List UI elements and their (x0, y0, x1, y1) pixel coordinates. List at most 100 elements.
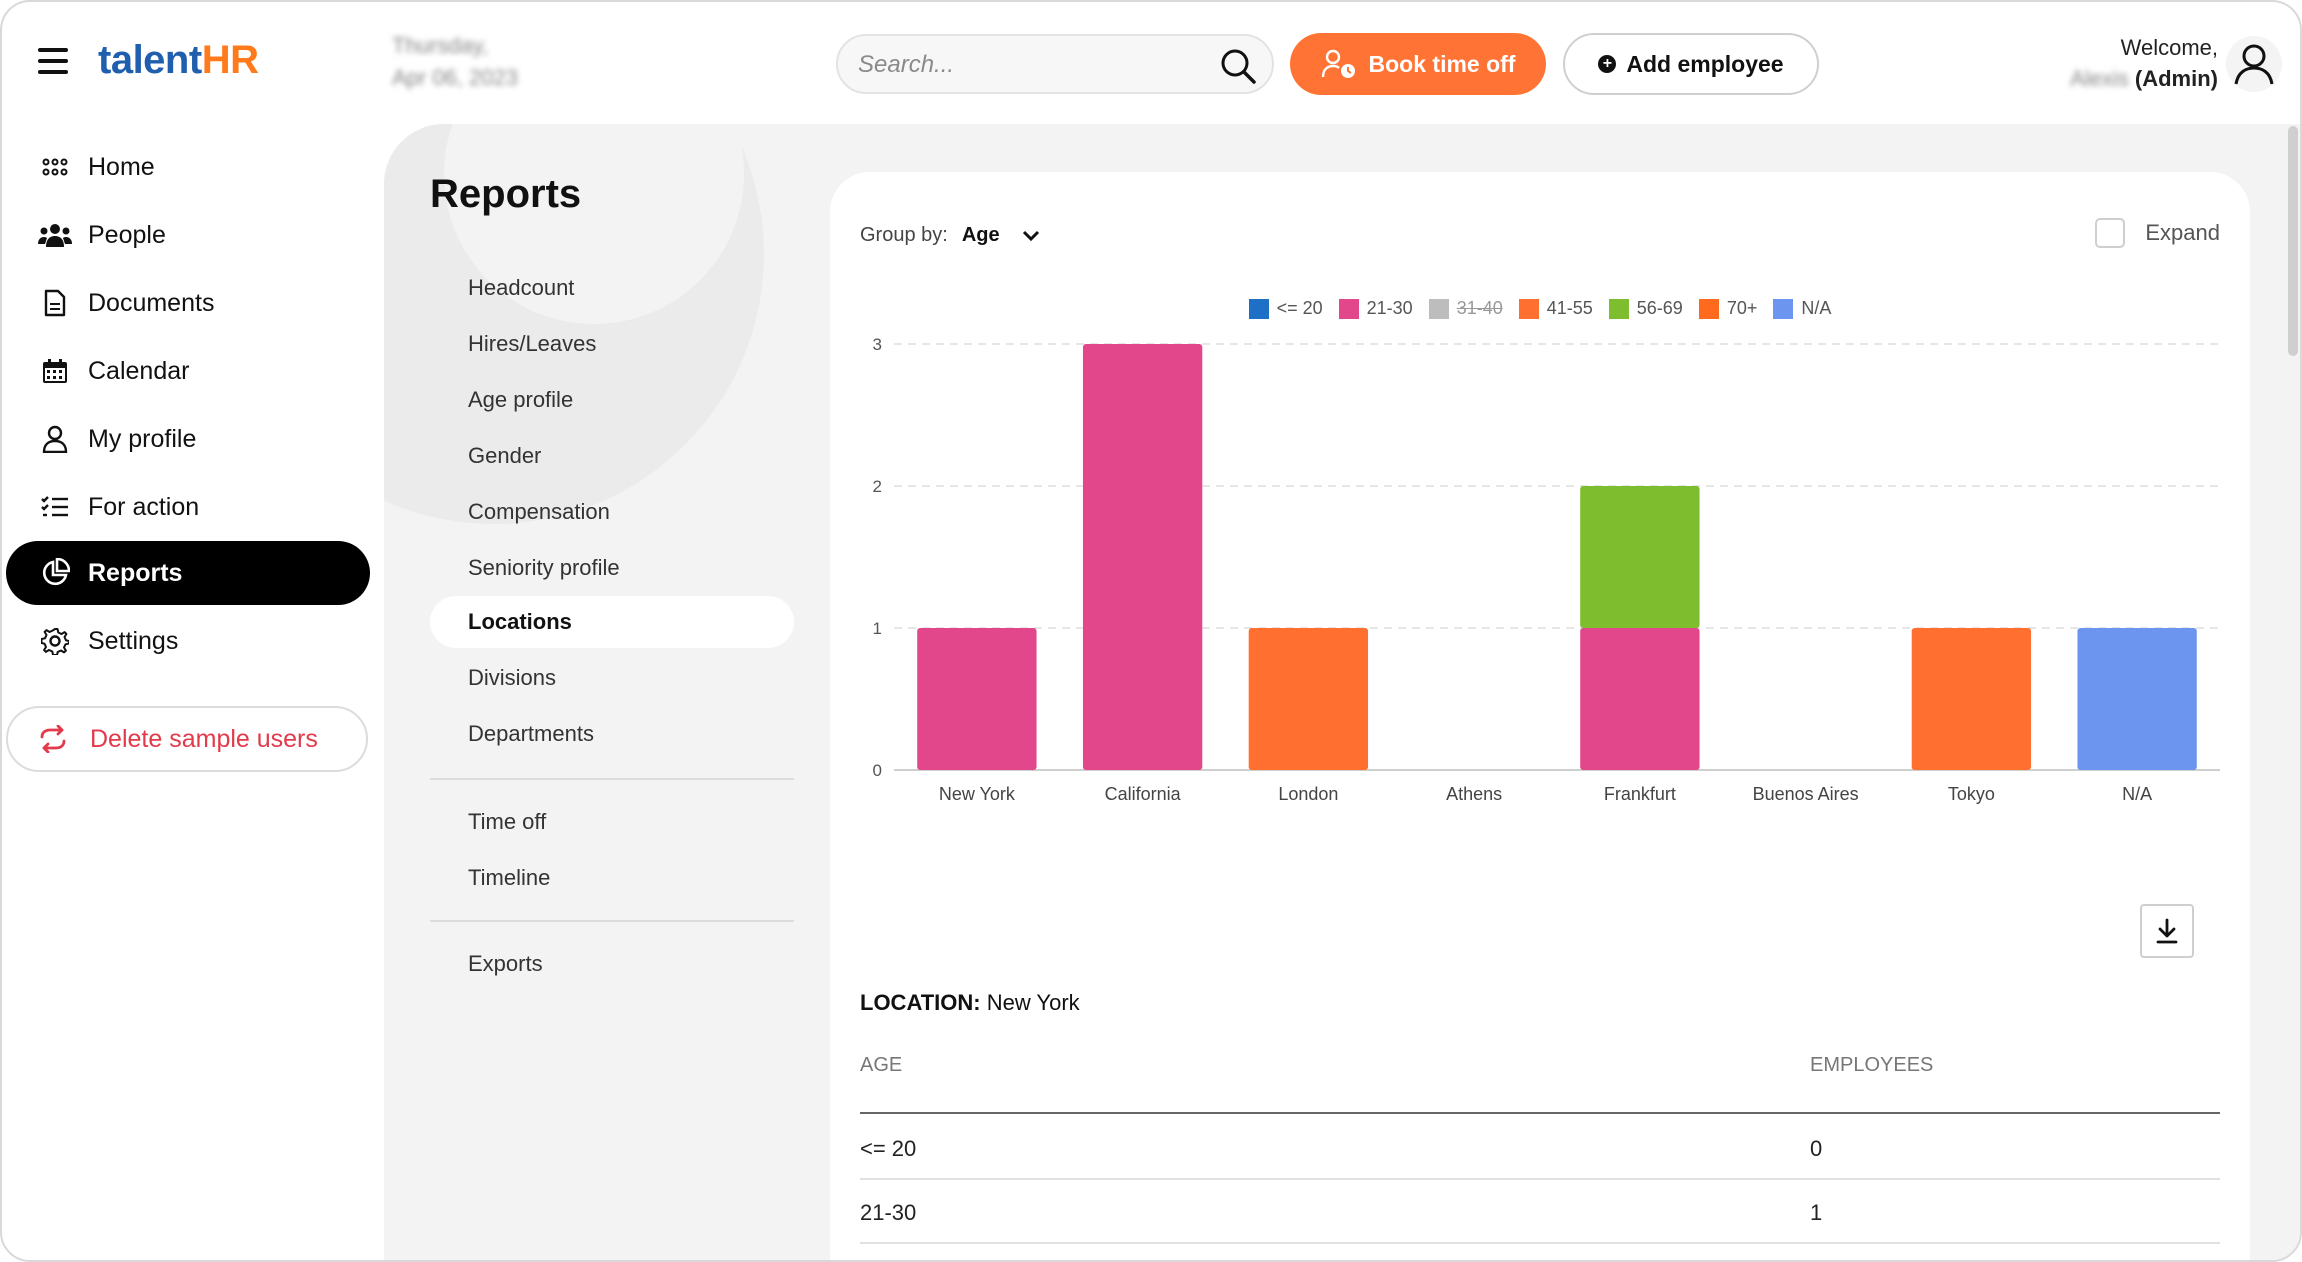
bar-segment (1248, 628, 1369, 770)
legend-label: 31-40 (1456, 298, 1503, 318)
report-nav-label: Gender (468, 443, 542, 468)
calendar-icon (43, 359, 67, 383)
add-employee-label: Add employee (1626, 50, 1784, 77)
pie-chart-icon (42, 558, 70, 586)
report-nav-locations[interactable]: Locations (430, 596, 794, 648)
table-row: 21-30 1 (860, 1180, 2220, 1244)
plus-circle-icon: + (1598, 55, 1617, 73)
expand-label: Expand (2145, 220, 2220, 245)
page-title: Reports (430, 172, 582, 216)
sidebar-item-label: People (88, 220, 166, 249)
column-header-employees: EMPLOYEES (1810, 1054, 1934, 1076)
bar-segment (2077, 628, 2197, 770)
legend-swatch (1773, 298, 1794, 319)
sidebar-item-label: My profile (88, 424, 197, 453)
date-weekday: Thursday, (392, 33, 489, 58)
document-icon (44, 289, 66, 317)
legend-swatch (1698, 298, 1719, 319)
location-label: LOCATION: (860, 990, 981, 1015)
cell-employees: 1 (1810, 1200, 1823, 1225)
legend-item[interactable]: N/A (1773, 298, 1831, 319)
report-nav-compensation[interactable]: Compensation (430, 486, 794, 538)
legend-label: 21-30 (1366, 298, 1413, 318)
expand-toggle[interactable]: Expand (2095, 218, 2220, 248)
x-tick-label: Frankfurt (1604, 784, 1676, 804)
avatar-icon[interactable] (2224, 34, 2284, 94)
y-tick-label: 3 (873, 335, 882, 354)
sidebar-item-people[interactable]: People (6, 203, 370, 267)
gear-icon (41, 628, 69, 655)
sidebar-item-label: For action (88, 492, 200, 521)
table-header: AGE EMPLOYEES (860, 1054, 2220, 1100)
report-nav-headcount[interactable]: Headcount (430, 262, 794, 314)
delete-sample-users-button[interactable]: Delete sample users (6, 706, 368, 772)
report-nav-departments[interactable]: Departments (430, 708, 794, 760)
sidebar-item-my-profile[interactable]: My profile (6, 407, 370, 471)
report-nav-label: Time off (468, 809, 547, 834)
table-row: <= 20 0 (860, 1116, 2220, 1180)
report-card: Group by: Age Expand <= 20 21-30 31-40 41-5… (830, 172, 2250, 1260)
legend-item[interactable]: 56-69 (1608, 298, 1683, 319)
cell-age: <= 20 (860, 1136, 917, 1161)
group-by-value: Age (961, 224, 1000, 246)
report-nav-label: Seniority profile (468, 555, 620, 580)
location-title: LOCATION: New York (860, 990, 1080, 1016)
legend-item[interactable]: 21-30 (1338, 298, 1413, 319)
y-tick-label: 1 (873, 619, 882, 638)
logo[interactable]: talentHR (98, 38, 259, 83)
report-nav-label: Exports (468, 951, 543, 976)
welcome-text: Welcome, Alexis (Admin) (2070, 32, 2218, 94)
search-icon[interactable] (1218, 46, 1258, 86)
x-tick-label: New York (939, 784, 1016, 804)
grid-icon (42, 158, 68, 176)
sidebar-item-reports[interactable]: Reports (6, 541, 370, 605)
report-nav-timeline[interactable]: Timeline (430, 852, 794, 904)
sidebar-item-settings[interactable]: Settings (6, 609, 370, 673)
delete-sample-users-label: Delete sample users (90, 724, 318, 753)
report-nav-hires-leaves[interactable]: Hires/Leaves (430, 318, 794, 370)
x-tick-label: N/A (2122, 784, 2152, 804)
book-time-off-label: Book time off (1368, 50, 1516, 77)
legend-swatch (1518, 298, 1539, 319)
legend-item[interactable]: 41-55 (1518, 298, 1593, 319)
add-employee-button[interactable]: + Add employee (1563, 33, 1819, 95)
legend-swatch (1248, 298, 1269, 319)
welcome-label: Welcome, (2120, 35, 2218, 60)
report-nav-label: Locations (468, 609, 572, 634)
report-nav-time-off[interactable]: Time off (430, 796, 794, 848)
search-input[interactable] (858, 48, 1218, 82)
report-nav-exports[interactable]: Exports (430, 938, 794, 990)
scrollbar[interactable] (2288, 126, 2298, 356)
report-nav-divisions[interactable]: Divisions (430, 652, 794, 704)
legend-item[interactable]: 31-40 (1428, 298, 1503, 319)
sidebar-item-home[interactable]: Home (6, 135, 370, 199)
group-by-select[interactable]: Age (962, 224, 1040, 247)
sidebar-item-calendar[interactable]: Calendar (6, 339, 370, 403)
book-time-off-button[interactable]: Book time off (1290, 33, 1546, 95)
user-clock-icon (1321, 49, 1355, 78)
sidebar-item-for-action[interactable]: For action (6, 475, 370, 539)
x-tick-label: Athens (1446, 784, 1502, 804)
report-nav-label: Timeline (468, 865, 551, 890)
chart-legend: <= 20 21-30 31-40 41-55 56-69 70+ N/A (830, 298, 2250, 319)
table-row: 31-40 1 (860, 1244, 2220, 1260)
report-nav-age-profile[interactable]: Age profile (430, 374, 794, 426)
sidebar-item-documents[interactable]: Documents (6, 271, 370, 335)
logo-text-hr: HR (201, 38, 259, 82)
report-nav-gender[interactable]: Gender (430, 430, 794, 482)
menu-icon[interactable] (38, 48, 68, 74)
y-tick-label: 2 (873, 477, 882, 496)
bar-segment (1911, 628, 2032, 770)
download-button[interactable] (2140, 904, 2194, 958)
x-tick-label: London (1278, 784, 1338, 804)
date-day: Apr 06, 2023 (392, 65, 518, 90)
expand-checkbox[interactable] (2095, 218, 2126, 248)
report-nav-seniority-profile[interactable]: Seniority profile (430, 542, 794, 594)
user-icon (42, 425, 68, 453)
report-nav-label: Hires/Leaves (468, 331, 597, 356)
legend-item[interactable]: <= 20 (1248, 298, 1323, 319)
legend-label: N/A (1801, 298, 1832, 318)
legend-item[interactable]: 70+ (1698, 298, 1757, 319)
legend-swatch (1608, 298, 1629, 319)
legend-label: <= 20 (1276, 298, 1323, 318)
